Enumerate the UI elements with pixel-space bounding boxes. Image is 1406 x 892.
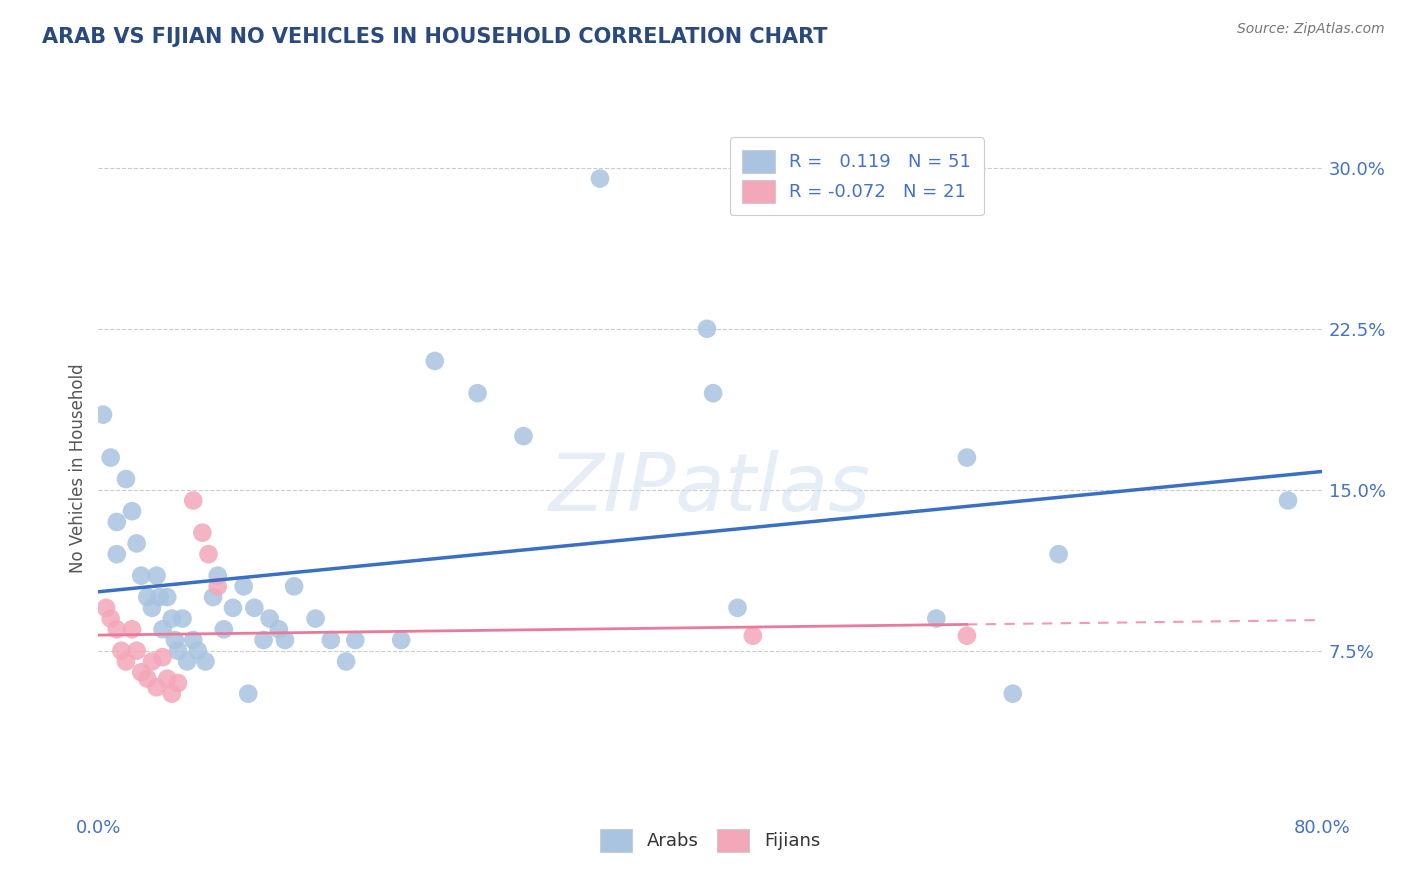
Point: [141, 600, 163, 615]
Point: [152, 650, 174, 665]
Point: [136, 672, 159, 686]
Point: [121, 504, 143, 518]
Point: [267, 622, 290, 636]
Point: [956, 450, 979, 465]
Point: [512, 429, 534, 443]
Point: [181, 493, 204, 508]
Point: [243, 600, 266, 615]
Point: [160, 611, 183, 625]
Point: [105, 547, 128, 561]
Text: ARAB VS FIJIAN NO VEHICLES IN HOUSEHOLD CORRELATION CHART: ARAB VS FIJIAN NO VEHICLES IN HOUSEHOLD …: [42, 27, 828, 46]
Point: [283, 579, 305, 593]
Point: [727, 600, 749, 615]
Point: [115, 655, 138, 669]
Point: [176, 655, 198, 669]
Point: [1047, 547, 1070, 561]
Point: [238, 687, 260, 701]
Point: [304, 611, 326, 625]
Point: [925, 611, 948, 625]
Point: [1277, 493, 1299, 508]
Point: [207, 568, 229, 582]
Text: Source: ZipAtlas.com: Source: ZipAtlas.com: [1237, 22, 1385, 37]
Point: [145, 568, 167, 582]
Point: [149, 590, 172, 604]
Point: [121, 622, 143, 636]
Point: [187, 644, 209, 658]
Point: [956, 629, 979, 643]
Point: [145, 680, 167, 694]
Point: [129, 568, 152, 582]
Point: [589, 171, 612, 186]
Point: [141, 655, 163, 669]
Point: [1001, 687, 1024, 701]
Legend: Arabs, Fijians: Arabs, Fijians: [591, 820, 830, 861]
Point: [100, 611, 122, 625]
Point: [94, 600, 117, 615]
Point: [163, 633, 186, 648]
Point: [160, 687, 183, 701]
Point: [105, 622, 128, 636]
Point: [167, 644, 190, 658]
Point: [197, 547, 219, 561]
Text: ZIPatlas: ZIPatlas: [548, 450, 872, 528]
Point: [702, 386, 724, 401]
Point: [212, 622, 235, 636]
Point: [105, 515, 128, 529]
Point: [423, 354, 446, 368]
Point: [232, 579, 254, 593]
Point: [115, 472, 138, 486]
Point: [152, 622, 174, 636]
Point: [274, 633, 297, 648]
Point: [129, 665, 152, 680]
Point: [222, 600, 245, 615]
Point: [181, 633, 204, 648]
Point: [110, 644, 132, 658]
Point: [741, 629, 763, 643]
Y-axis label: No Vehicles in Household: No Vehicles in Household: [69, 363, 87, 574]
Point: [202, 590, 225, 604]
Point: [259, 611, 281, 625]
Point: [696, 322, 718, 336]
Point: [252, 633, 274, 648]
Point: [335, 655, 357, 669]
Point: [156, 590, 179, 604]
Point: [172, 611, 194, 625]
Point: [125, 644, 148, 658]
Point: [194, 655, 217, 669]
Point: [344, 633, 367, 648]
Point: [207, 579, 229, 593]
Point: [389, 633, 412, 648]
Point: [100, 450, 122, 465]
Point: [156, 672, 179, 686]
Point: [91, 408, 114, 422]
Point: [191, 525, 214, 540]
Point: [467, 386, 489, 401]
Point: [167, 676, 190, 690]
Point: [136, 590, 159, 604]
Point: [319, 633, 342, 648]
Point: [125, 536, 148, 550]
